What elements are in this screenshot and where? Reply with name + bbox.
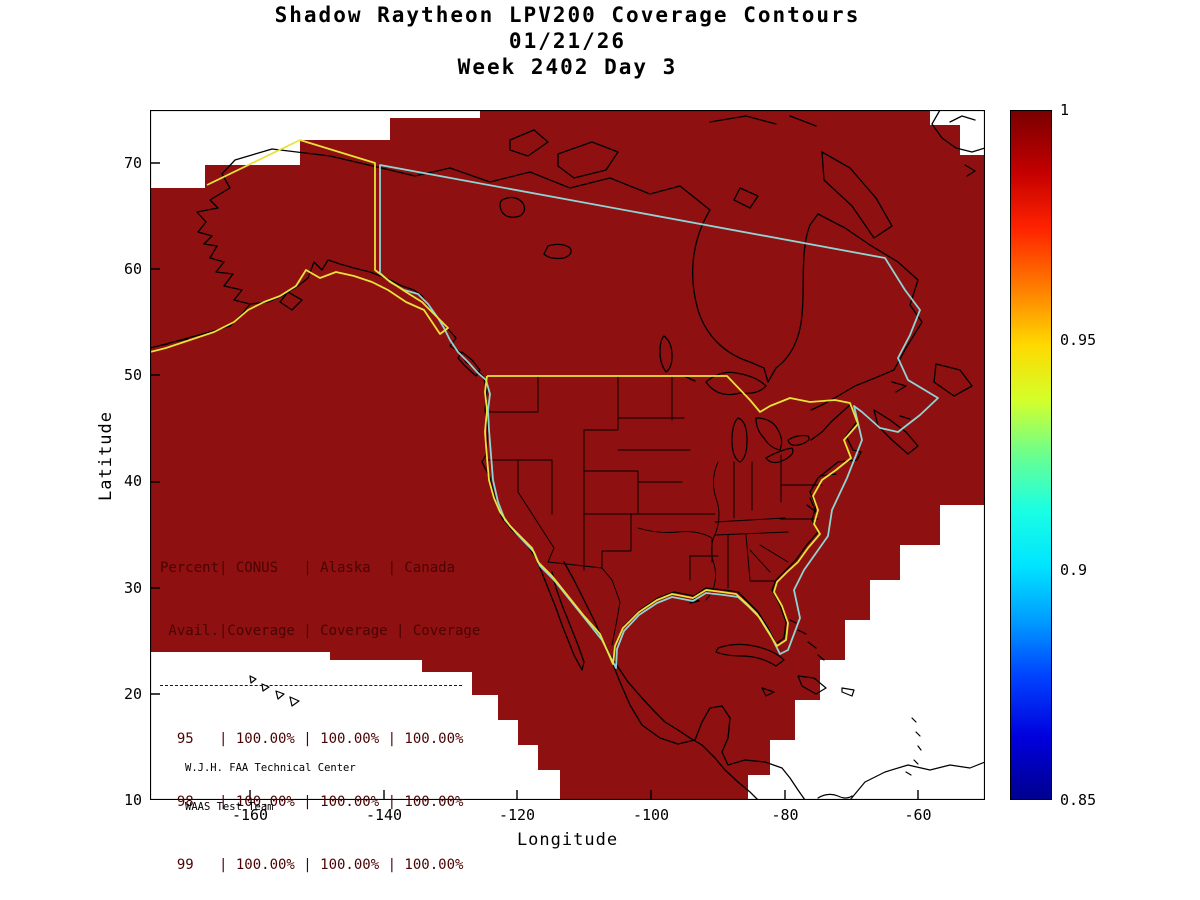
table-header-row-2: Avail.|Coverage | Coverage | Coverage (160, 623, 481, 639)
axis-box (150, 110, 985, 800)
colorbar-gradient (1010, 110, 1052, 800)
canada-alaska-contour-cyan (379, 164, 939, 669)
x-tick-label: -120 (498, 806, 536, 824)
colorbar-tick-label: 1 (1060, 101, 1070, 119)
table-row: 95 | 100.00% | 100.00% | 100.00% (160, 731, 464, 747)
y-tick-label: 40 (123, 472, 142, 490)
credit-annotation: W.J.H. FAA Technical Center WAAS Test Te… (185, 736, 356, 840)
coastlines-group (150, 110, 985, 800)
table-separator (160, 685, 462, 686)
x-tick-label: -160 (231, 806, 269, 824)
x-tick-label: -100 (632, 806, 670, 824)
coastline-west (150, 148, 759, 800)
y-tick-label: 10 (123, 791, 142, 809)
y-tick-label: 60 (123, 260, 142, 278)
table-row: 98 | 100.00% | 100.00% | 100.00% (160, 794, 464, 810)
x-axis-label: Longitude (516, 830, 619, 850)
table-row: 99 | 100.00% | 100.00% | 100.00% (160, 857, 464, 873)
table-header-row-1: Percent| CONUS | Alaska | Canada (160, 560, 456, 576)
y-axis-label: Latitude (96, 411, 116, 501)
colorbar-tick-label: 0.85 (1060, 791, 1097, 809)
credit-line-1: W.J.H. FAA Technical Center (185, 762, 356, 774)
title-line-3: Week 2402 Day 3 (457, 55, 678, 79)
y-tick-label: 20 (123, 685, 142, 703)
conus-contour-yellow (150, 139, 859, 665)
title-line-2: 01/21/26 (508, 29, 627, 53)
x-tick-label: -140 (365, 806, 403, 824)
y-tick-label: 70 (123, 154, 142, 172)
coverage-region (150, 110, 985, 800)
great-lakes (705, 371, 810, 464)
credit-line-2: WAAS Test Team (185, 801, 274, 813)
x-tick-label: -60 (904, 806, 932, 824)
islands-and-south-america (157, 331, 985, 800)
coverage-table: Percent| CONUS | Alaska | Canada Avail.|… (160, 516, 480, 900)
colorbar-tick-label: 0.9 (1060, 561, 1088, 579)
state-borders (485, 375, 823, 646)
colorbar-tick-label: 0.95 (1060, 331, 1097, 349)
x-tick-label: -80 (771, 806, 799, 824)
plot-area: Percent| CONUS | Alaska | Canada Avail.|… (150, 110, 985, 873)
title-line-1: Shadow Raytheon LPV200 Coverage Contours (274, 3, 861, 27)
y-tick-label: 50 (123, 366, 142, 384)
y-tick-label: 30 (123, 579, 142, 597)
axis-tick-marks (150, 162, 919, 800)
chart-title: Shadow Raytheon LPV200 Coverage Contours… (150, 2, 985, 80)
